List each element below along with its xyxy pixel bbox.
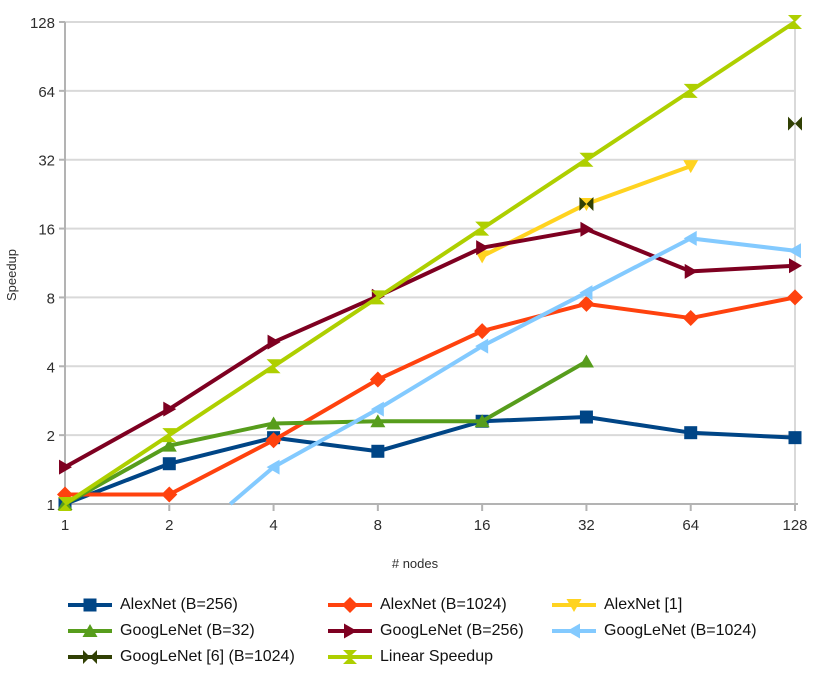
x-tick-label: 16 [474, 517, 491, 534]
y-tick-label: 2 [47, 428, 55, 445]
series-marker-7 [266, 359, 281, 374]
series-marker-0 [579, 410, 593, 424]
legend-label: GoogLeNet (B=256) [380, 622, 524, 639]
y-tick-label: 16 [38, 222, 55, 239]
series-marker-7 [683, 83, 698, 98]
hourglass-marker-icon [328, 650, 372, 664]
series-marker-6 [788, 116, 802, 131]
series-marker-5 [579, 285, 593, 301]
triangle-left-marker-icon [552, 623, 596, 639]
series-marker-1 [369, 371, 386, 388]
plot-area: 1 2 4 8 16 32 64 128 1 2 4 8 16 32 64 128 # nodes Speedup [4, 15, 808, 571]
legend-item-5: GoogLeNet (B=1024) [551, 622, 823, 640]
series-marker-7 [579, 152, 594, 167]
series-marker-1 [161, 486, 178, 503]
triangle-up-marker-icon [68, 624, 112, 637]
legend-item-4: GoogLeNet (B=256) [327, 622, 551, 640]
y-tick-label: 128 [30, 15, 55, 32]
y-tick-label: 64 [38, 84, 55, 101]
series-marker-5 [266, 459, 280, 475]
legend-item-7: Linear Speedup [327, 648, 551, 666]
series-marker-7 [370, 290, 385, 305]
series-marker-3 [266, 416, 282, 430]
x-tick-label: 1 [61, 517, 69, 534]
series-marker-2 [683, 160, 699, 174]
series-marker-7 [162, 428, 177, 443]
series-marker-1 [682, 310, 699, 327]
series-marker-5 [370, 401, 384, 417]
series-marker-5 [475, 338, 489, 354]
series-marker-0 [371, 444, 385, 458]
x-tick-label: 32 [578, 517, 595, 534]
series-marker-1 [578, 295, 595, 312]
series-marker-3 [370, 414, 386, 428]
series-line-4 [64, 227, 796, 469]
diamond-marker-icon [328, 597, 372, 613]
legend-item-0: AlexNet (B=256) [67, 596, 327, 614]
legend-item-6: GoogLeNet [6] (B=1024) [67, 648, 327, 666]
series-line-3 [64, 359, 588, 506]
x-tick-label: 4 [269, 517, 277, 534]
y-axis-title: Speedup [4, 249, 19, 301]
legend-item-2: AlexNet [1] [551, 596, 823, 614]
series-line-1 [65, 295, 796, 497]
series-marker-5 [683, 230, 697, 246]
series-marker-3 [161, 438, 177, 452]
x-axis-title: # nodes [392, 556, 439, 571]
x-tick-label: 2 [165, 517, 173, 534]
series-marker-4 [684, 263, 698, 279]
bowtie-marker-icon [68, 650, 112, 664]
series-marker-4 [267, 334, 281, 350]
series-line-0 [64, 415, 796, 506]
legend-label: GoogLeNet (B=32) [120, 622, 255, 639]
legend-label: AlexNet (B=1024) [380, 596, 507, 613]
triangle-right-marker-icon [328, 623, 372, 639]
legend-label: AlexNet [1] [604, 596, 683, 613]
chart-legend: AlexNet (B=256) AlexNet (B=1024) AlexNet [… [67, 592, 823, 670]
series-marker-0 [788, 431, 802, 445]
legend-label: GoogLeNet (B=1024) [604, 622, 757, 639]
legend-label: AlexNet (B=256) [120, 596, 238, 613]
legend-item-3: GoogLeNet (B=32) [67, 622, 327, 640]
series-marker-7 [58, 497, 72, 511]
series-line-7 [63, 20, 797, 506]
square-marker-icon [68, 598, 112, 612]
series-marker-1 [474, 323, 491, 340]
y-tick-label: 32 [38, 153, 55, 170]
series-marker-1 [265, 432, 282, 449]
legend-label: GoogLeNet [6] (B=1024) [120, 648, 295, 665]
series-marker-3 [474, 414, 490, 428]
series-marker-7 [788, 15, 802, 29]
series-marker-0 [162, 457, 176, 471]
series-marker-4 [580, 221, 594, 237]
series-marker-7 [475, 221, 490, 236]
y-tick-label: 4 [47, 359, 55, 376]
triangle-down-marker-icon [552, 599, 596, 612]
series-line-5 [228, 236, 796, 506]
x-tick-label: 8 [374, 517, 382, 534]
legend-item-1: AlexNet (B=1024) [327, 596, 551, 614]
series-marker-4 [789, 258, 802, 274]
series-marker-0 [684, 426, 698, 440]
series-marker-5 [788, 243, 801, 259]
x-tick-label: 128 [782, 517, 807, 534]
series-marker-4 [59, 459, 72, 475]
series-marker-4 [476, 240, 490, 256]
legend-label: Linear Speedup [380, 648, 493, 665]
x-tick-label: 64 [682, 517, 699, 534]
series-marker-1 [787, 289, 803, 306]
series-marker-6 [579, 196, 594, 211]
series-marker-3 [578, 354, 594, 368]
y-tick-label: 8 [47, 290, 55, 307]
y-tick-label: 1 [47, 497, 55, 514]
series-marker-4 [163, 401, 177, 417]
